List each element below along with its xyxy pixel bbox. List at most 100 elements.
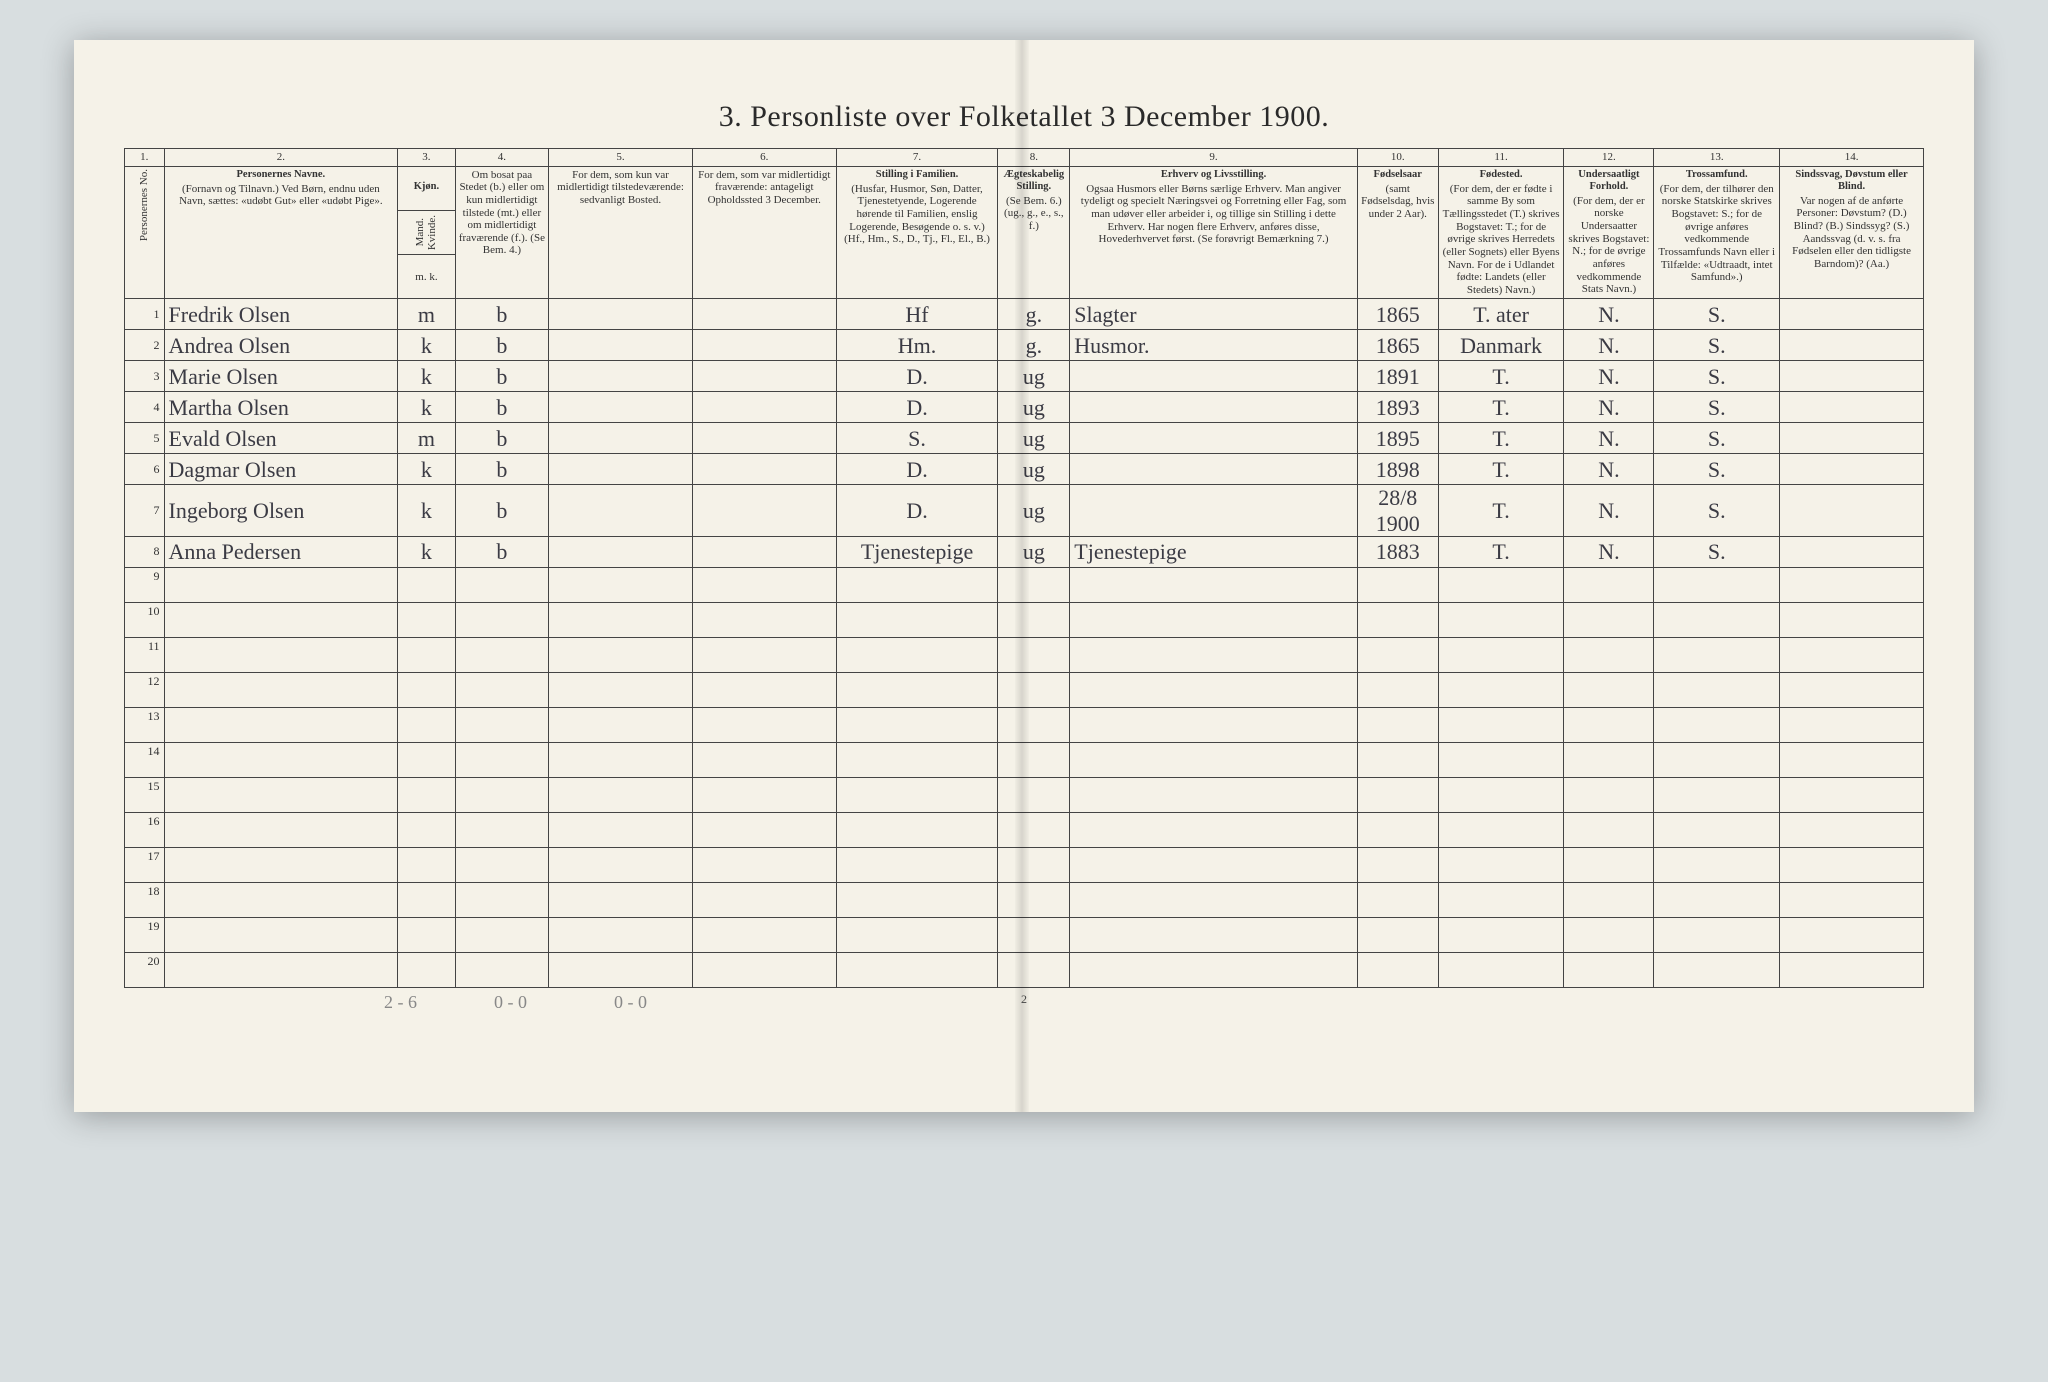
cell-occupation: Slagter — [1070, 299, 1358, 330]
cell-nationality: N. — [1564, 299, 1654, 330]
empty-cell — [549, 883, 693, 918]
cell-religion: S. — [1654, 454, 1780, 485]
cell-temp-absent — [692, 361, 836, 392]
cell-name: Andrea Olsen — [164, 330, 398, 361]
cell-birthyear: 1865 — [1357, 299, 1438, 330]
empty-cell — [836, 953, 998, 988]
empty-cell — [1357, 603, 1438, 638]
empty-cell — [692, 848, 836, 883]
empty-cell — [692, 743, 836, 778]
empty-cell — [164, 953, 398, 988]
empty-cell — [1564, 813, 1654, 848]
cell-religion: S. — [1654, 330, 1780, 361]
cell-nationality: N. — [1564, 485, 1654, 537]
cell-nationality: N. — [1564, 537, 1654, 568]
cell-sex: k — [398, 485, 456, 537]
empty-cell — [1780, 568, 1924, 603]
table-row: 13 — [125, 708, 1924, 743]
header-names: Personernes Navne. (Fornavn og Tilnavn.)… — [164, 166, 398, 299]
cell-family-pos: D. — [836, 361, 998, 392]
empty-cell — [1780, 883, 1924, 918]
cell-marital: ug — [998, 423, 1070, 454]
empty-cell — [1070, 953, 1358, 988]
header-person-no: Personernes No. — [125, 166, 165, 299]
empty-cell — [164, 638, 398, 673]
colnum-3: 3. — [398, 149, 456, 167]
empty-cell — [1654, 813, 1780, 848]
empty-cell — [1357, 638, 1438, 673]
empty-cell — [455, 848, 548, 883]
cell-occupation — [1070, 361, 1358, 392]
empty-cell — [549, 568, 693, 603]
cell-marital: g. — [998, 299, 1070, 330]
cell-temp-present — [549, 361, 693, 392]
cell-marital: ug — [998, 454, 1070, 485]
empty-cell — [1654, 918, 1780, 953]
colnum-10: 10. — [1357, 149, 1438, 167]
cell-marital: ug — [998, 392, 1070, 423]
table-row: 12 — [125, 673, 1924, 708]
row-number: 13 — [125, 708, 165, 743]
row-number: 2 — [125, 330, 165, 361]
empty-cell — [1438, 778, 1564, 813]
empty-cell — [549, 603, 693, 638]
empty-cell — [455, 918, 548, 953]
colnum-11: 11. — [1438, 149, 1564, 167]
cell-family-pos: D. — [836, 454, 998, 485]
empty-cell — [1564, 603, 1654, 638]
cell-temp-absent — [692, 330, 836, 361]
empty-cell — [1357, 568, 1438, 603]
header-birthplace: Fødested. (For dem, der er fødte i samme… — [1438, 166, 1564, 299]
empty-cell — [998, 568, 1070, 603]
empty-cell — [836, 638, 998, 673]
empty-cell — [692, 918, 836, 953]
row-number: 9 — [125, 568, 165, 603]
row-number: 8 — [125, 537, 165, 568]
row-number: 3 — [125, 361, 165, 392]
table-row: 1Fredrik OlsenmbHfg.Slagter1865T. aterN.… — [125, 299, 1924, 330]
empty-cell — [1780, 708, 1924, 743]
cell-family-pos: D. — [836, 485, 998, 537]
header-religion: Trossamfund. (For dem, der tilhører den … — [1654, 166, 1780, 299]
cell-name: Anna Pedersen — [164, 537, 398, 568]
colnum-12: 12. — [1564, 149, 1654, 167]
cell-birthyear: 1898 — [1357, 454, 1438, 485]
empty-cell — [1070, 848, 1358, 883]
empty-cell — [1438, 673, 1564, 708]
cell-family-pos: S. — [836, 423, 998, 454]
cell-temp-present — [549, 485, 693, 537]
empty-cell — [1564, 708, 1654, 743]
empty-cell — [1780, 953, 1924, 988]
cell-birthyear: 1891 — [1357, 361, 1438, 392]
empty-cell — [998, 603, 1070, 638]
header-family-pos: Stilling i Familien. (Husfar, Husmor, Sø… — [836, 166, 998, 299]
table-row: 4Martha OlsenkbD.ug1893T.N.S. — [125, 392, 1924, 423]
row-number: 18 — [125, 883, 165, 918]
empty-cell — [692, 638, 836, 673]
cell-temp-present — [549, 299, 693, 330]
cell-birthplace: T. — [1438, 485, 1564, 537]
empty-cell — [1564, 848, 1654, 883]
table-row: 17 — [125, 848, 1924, 883]
cell-name: Marie Olsen — [164, 361, 398, 392]
cell-birthyear: 1895 — [1357, 423, 1438, 454]
empty-rows: 91011121314151617181920 — [125, 568, 1924, 988]
empty-cell — [455, 673, 548, 708]
cell-religion: S. — [1654, 423, 1780, 454]
empty-cell — [549, 778, 693, 813]
cell-occupation — [1070, 423, 1358, 454]
cell-marital: ug — [998, 537, 1070, 568]
header-temp-present: For dem, som kun var midlertidigt tilste… — [549, 166, 693, 299]
table-row: 7Ingeborg OlsenkbD.ug28/8 1900T.N.S. — [125, 485, 1924, 537]
column-number-row: 1. 2. 3. 4. 5. 6. 7. 8. 9. 10. 11. 12. 1… — [125, 149, 1924, 167]
row-number: 19 — [125, 918, 165, 953]
empty-cell — [1438, 918, 1564, 953]
cell-name: Evald Olsen — [164, 423, 398, 454]
empty-cell — [455, 813, 548, 848]
colnum-4: 4. — [455, 149, 548, 167]
empty-cell — [455, 568, 548, 603]
colnum-9: 9. — [1070, 149, 1358, 167]
cell-disability — [1780, 537, 1924, 568]
cell-occupation: Tjenestepige — [1070, 537, 1358, 568]
empty-cell — [1070, 813, 1358, 848]
